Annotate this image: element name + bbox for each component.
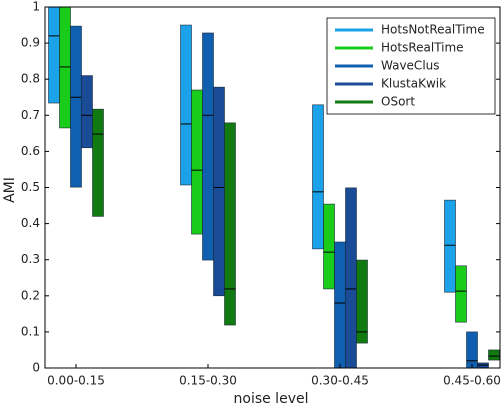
y-tick-label: 0.6 [21, 144, 40, 158]
y-tick-label: 0.2 [21, 288, 40, 302]
legend-label: HotsNotRealTime [381, 23, 485, 37]
x-axis-label: noise level [234, 391, 309, 407]
legend-label: KlustaKwik [381, 77, 446, 91]
y-tick-label: 1 [32, 0, 40, 14]
range-box [81, 75, 93, 149]
range-box [180, 24, 192, 186]
y-tick-label: 0.3 [21, 252, 40, 266]
y-tick-label: 0.7 [21, 108, 40, 122]
range-box [48, 6, 60, 104]
range-box [323, 203, 335, 290]
y-tick-label: 0.8 [21, 72, 40, 86]
x-tick-label: 0.30-0.45 [311, 374, 369, 388]
range-box [191, 89, 203, 235]
range-box [444, 199, 456, 293]
x-tick-label: 0.00-0.15 [47, 374, 105, 388]
range-box [345, 187, 357, 369]
x-tick-label: 0.15-0.30 [179, 374, 237, 388]
y-tick-label: 0.9 [21, 36, 40, 50]
range-box [70, 25, 82, 188]
x-tick-label: 0.45-0.60 [443, 374, 501, 388]
y-axis-label: AMI [2, 177, 18, 203]
range-box [466, 331, 478, 369]
range-box [202, 32, 214, 261]
y-tick-label: 0.1 [21, 324, 40, 338]
legend-label: HotsRealTime [381, 41, 464, 55]
range-box [224, 122, 236, 326]
y-tick-label: 0 [32, 361, 40, 375]
legend-label: WaveClus [381, 59, 440, 73]
y-tick-label: 0.4 [21, 216, 40, 230]
legend-label: OSort [381, 95, 415, 109]
range-box [334, 241, 346, 369]
range-box [356, 259, 368, 344]
range-box [455, 265, 467, 323]
range-box [213, 86, 225, 297]
range-box [59, 6, 71, 129]
y-tick-label: 0.5 [21, 180, 40, 194]
range-box [312, 104, 324, 250]
range-box [92, 108, 104, 217]
range-box [488, 349, 500, 361]
